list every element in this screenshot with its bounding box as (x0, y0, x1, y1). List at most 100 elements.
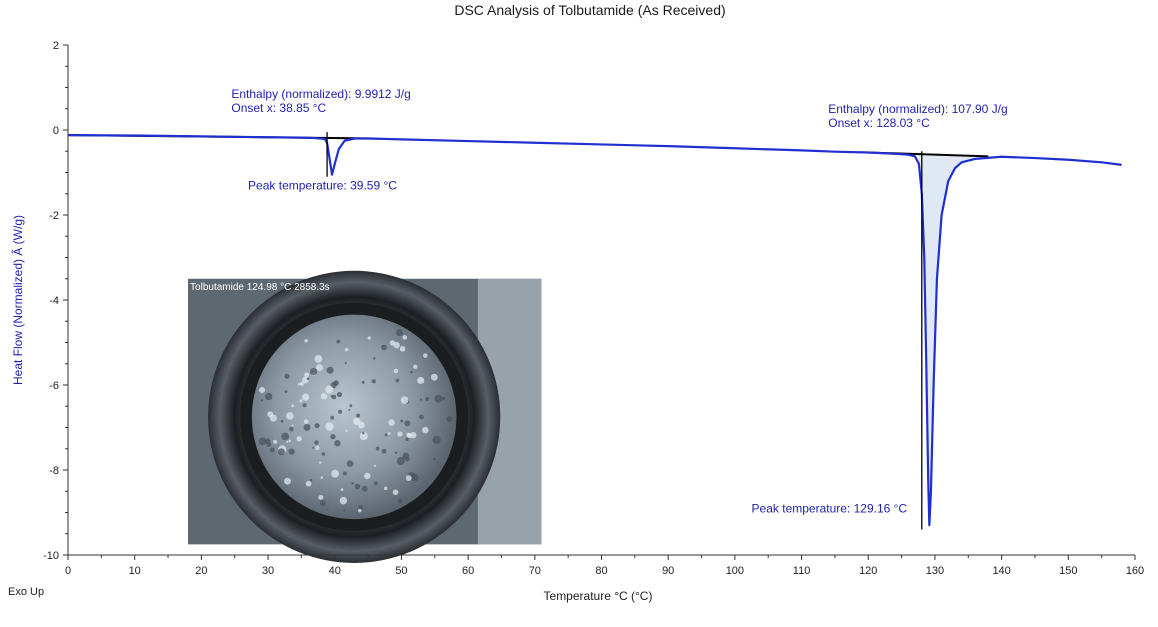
crystal-speckle (358, 504, 364, 510)
crystal-speckle (330, 434, 336, 440)
crystal-speckle (373, 481, 378, 486)
crystal-speckle (361, 485, 368, 492)
x-axis-label: Temperature °C (°C) (544, 589, 653, 603)
crystal-speckle (277, 448, 285, 456)
crystal-speckle (393, 368, 399, 374)
crystal-speckle (299, 382, 304, 386)
sample-photo-inset: Tolbutamide 124.98 °C 2858.3s (188, 270, 542, 563)
x-tick-label: 150 (1059, 565, 1077, 577)
crystal-speckle (260, 399, 264, 402)
crystal-speckle (422, 426, 429, 434)
inset-caption: Tolbutamide 124.98 °C 2858.3s (190, 282, 330, 293)
crystal-speckle (405, 437, 409, 442)
crystal-speckle (296, 436, 302, 442)
crystal-speckle (418, 414, 424, 420)
x-tick-label: 10 (129, 565, 141, 577)
crystal-speckle (396, 329, 403, 337)
x-tick-label: 80 (595, 565, 607, 577)
crystal-speckle (314, 355, 323, 363)
crystal-speckle (404, 420, 411, 427)
crystal-speckle (381, 344, 387, 351)
y-tick-label: 0 (53, 125, 59, 137)
crystal-speckle (303, 419, 309, 424)
crystal-speckle (349, 404, 353, 408)
crystal-speckle (284, 373, 290, 379)
crystal-speckle (286, 440, 289, 443)
crystal-speckle (423, 353, 428, 358)
crystal-speckle (331, 469, 340, 478)
crystal-speckle (259, 387, 266, 394)
crystal-speckle (354, 483, 361, 490)
crystal-speckle (388, 419, 395, 426)
crystal-speckle (281, 432, 290, 441)
x-tick-label: 20 (195, 565, 207, 577)
crystal-speckle (342, 471, 347, 476)
crystal-speckle (330, 415, 335, 420)
crystal-speckle (280, 419, 284, 423)
crystal-speckle (362, 431, 365, 435)
crystal-speckle (358, 421, 365, 429)
crystal-speckle (330, 381, 337, 389)
x-tick-label: 40 (329, 565, 341, 577)
crystal-speckle (399, 345, 406, 352)
crystal-speckle (343, 509, 346, 512)
crystal-speckle (320, 393, 328, 400)
axes: 0 10 20 30 40 50 60 70 80 90 100 110 120 130 140 150 160… (43, 40, 1144, 577)
annotation-text: Enthalpy (normalized): 9.9912 J/g (231, 87, 410, 101)
annotation-text: Onset x: 38.85 °C (231, 101, 326, 115)
crystal-speckle (400, 419, 404, 423)
crystal-speckle (306, 377, 310, 381)
crystal-speckle (402, 335, 408, 340)
crystal-speckle (441, 397, 446, 401)
crystal-speckle (402, 452, 410, 460)
crystal-speckle (320, 476, 324, 479)
crystal-speckle (302, 403, 307, 408)
y-tick-label: -8 (49, 465, 59, 477)
y-tick-label: 2 (53, 40, 59, 52)
y-tick-label: -2 (49, 210, 59, 222)
crystal-speckle (387, 432, 391, 435)
crystal-speckle (432, 457, 436, 461)
x-tick-label: 110 (793, 565, 811, 577)
peak-integration-area (918, 154, 975, 526)
crystal-speckle (345, 429, 348, 433)
crystal-speckle (297, 382, 301, 386)
crystal-speckle (358, 508, 362, 513)
annotation-text: Onset x: 128.03 °C (828, 116, 930, 130)
crystal-speckle (312, 446, 315, 449)
crystal-speckle (397, 498, 403, 504)
crystal-speckle (446, 416, 453, 423)
crystal-speckle (321, 452, 326, 456)
crystal-speckle (395, 378, 400, 383)
crystal-speckle (273, 439, 278, 444)
crystal-speckle (266, 442, 272, 448)
crystal-speckle (314, 440, 319, 445)
crystal-speckle (425, 396, 430, 401)
sample-surface (251, 314, 457, 520)
baselines (67, 134, 989, 158)
crystal-speckle (364, 472, 371, 480)
crystal-speckle (373, 464, 376, 467)
crystal-speckle (346, 460, 354, 467)
x-tick-label: 50 (395, 565, 407, 577)
crystal-speckle (339, 496, 348, 505)
y-tick-label: -4 (49, 295, 59, 307)
crystal-speckle (405, 475, 412, 481)
crystal-speckle (375, 446, 380, 451)
crystal-speckle (316, 364, 323, 371)
x-tick-label: 0 (65, 565, 71, 577)
crystal-speckle (413, 364, 418, 369)
x-tick-label: 60 (462, 565, 474, 577)
crystal-speckle (340, 488, 344, 492)
crystal-speckle (288, 448, 295, 455)
crystal-speckle (371, 379, 376, 384)
crystal-speckle (417, 376, 425, 384)
crystal-speckle (291, 424, 294, 427)
crystal-speckle (330, 394, 334, 398)
crystal-speckle (325, 422, 334, 431)
crystal-speckle (430, 373, 438, 381)
y-axis-label: Heat Flow (Normalized) Â (W/g) (10, 215, 25, 385)
crystal-speckle (344, 361, 347, 365)
